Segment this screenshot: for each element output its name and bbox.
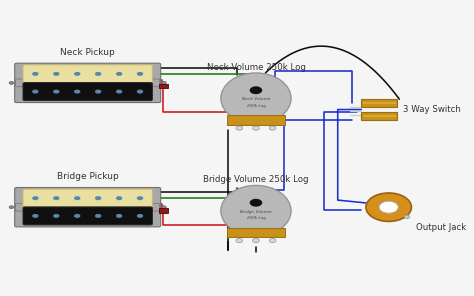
Text: 250k Log: 250k Log [246, 104, 265, 108]
Circle shape [162, 206, 166, 209]
Circle shape [53, 196, 60, 200]
Circle shape [137, 214, 143, 218]
Circle shape [116, 214, 122, 218]
Circle shape [53, 72, 60, 76]
Text: Bridge Volume 250k Log: Bridge Volume 250k Log [203, 175, 309, 184]
Text: Neck Pickup: Neck Pickup [60, 48, 115, 57]
Circle shape [74, 196, 81, 200]
Circle shape [32, 196, 38, 200]
Circle shape [95, 214, 101, 218]
Circle shape [95, 90, 101, 94]
Circle shape [162, 81, 166, 84]
Bar [159, 84, 168, 88]
Bar [361, 99, 397, 107]
Circle shape [253, 239, 259, 243]
Text: 250k Log: 250k Log [246, 216, 265, 220]
FancyBboxPatch shape [16, 203, 28, 211]
FancyBboxPatch shape [15, 188, 161, 227]
Ellipse shape [221, 185, 291, 236]
Ellipse shape [221, 73, 291, 124]
FancyBboxPatch shape [23, 83, 152, 101]
Bar [159, 208, 168, 213]
Text: Output Jack: Output Jack [416, 223, 466, 232]
Circle shape [236, 239, 243, 243]
Circle shape [74, 90, 81, 94]
Text: Bridge Volume: Bridge Volume [240, 210, 272, 214]
FancyBboxPatch shape [23, 65, 152, 83]
Circle shape [250, 86, 262, 94]
Bar [227, 228, 285, 237]
Circle shape [137, 196, 143, 200]
Circle shape [74, 214, 81, 218]
Text: 3 Way Switch: 3 Way Switch [402, 105, 461, 114]
Circle shape [116, 90, 122, 94]
Circle shape [74, 72, 81, 76]
Circle shape [116, 196, 122, 200]
Text: Neck Volume 250k Log: Neck Volume 250k Log [207, 63, 305, 72]
Circle shape [95, 196, 101, 200]
Circle shape [137, 90, 143, 94]
Circle shape [379, 201, 398, 213]
Circle shape [137, 72, 143, 76]
Circle shape [32, 90, 38, 94]
Circle shape [9, 206, 14, 209]
FancyBboxPatch shape [23, 207, 152, 225]
Bar [361, 112, 397, 120]
Text: Bridge Pickup: Bridge Pickup [57, 172, 118, 181]
Circle shape [269, 239, 276, 243]
Circle shape [404, 215, 410, 218]
FancyBboxPatch shape [16, 79, 28, 87]
Circle shape [95, 72, 101, 76]
FancyBboxPatch shape [23, 189, 152, 207]
Bar [363, 102, 395, 104]
Circle shape [236, 126, 243, 130]
Circle shape [366, 193, 411, 221]
Circle shape [116, 72, 122, 76]
Circle shape [253, 126, 259, 130]
Bar [227, 115, 285, 125]
FancyBboxPatch shape [147, 79, 160, 87]
Circle shape [269, 126, 276, 130]
FancyBboxPatch shape [15, 63, 161, 103]
Text: Neck Volume: Neck Volume [242, 97, 270, 102]
Circle shape [53, 214, 60, 218]
Bar [363, 115, 395, 117]
Circle shape [250, 199, 262, 207]
Circle shape [32, 214, 38, 218]
Circle shape [9, 81, 14, 84]
Circle shape [53, 90, 60, 94]
Circle shape [32, 72, 38, 76]
FancyBboxPatch shape [147, 203, 160, 211]
